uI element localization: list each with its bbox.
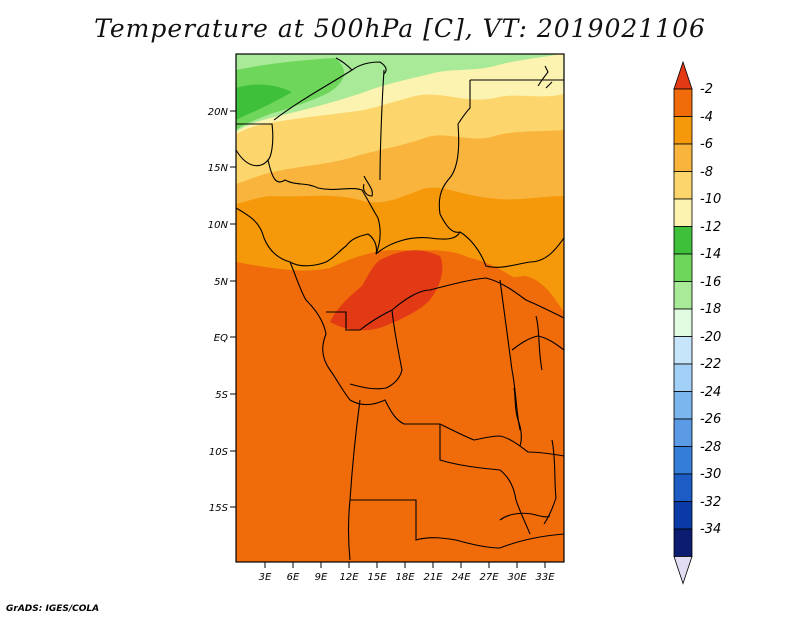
colorbar-arrow-bottom bbox=[673, 556, 693, 585]
lon-tick-label: 12E bbox=[339, 572, 359, 583]
colorbar-label: -30 bbox=[700, 467, 721, 482]
colorbar-cell bbox=[673, 226, 693, 255]
colorbar-label: -34 bbox=[700, 522, 721, 537]
lat-tick-label: 20N bbox=[208, 107, 229, 118]
band-minus4-atlantic bbox=[236, 392, 344, 562]
lat-tick-label: 10N bbox=[208, 220, 229, 231]
country-borders bbox=[236, 57, 564, 561]
colorbar-cell bbox=[673, 116, 693, 145]
lon-tick-label: 27E bbox=[479, 572, 499, 583]
colorbar-cell bbox=[673, 391, 693, 420]
colorbar-label: -28 bbox=[700, 440, 721, 455]
lon-tick-label: 18E bbox=[395, 572, 415, 583]
colorbar-cell bbox=[673, 88, 693, 117]
lon-tick-label: 3E bbox=[259, 572, 272, 583]
lat-tick-label: 5S bbox=[215, 390, 228, 401]
band-minus4-core bbox=[236, 269, 564, 382]
colorbar-labels: -2 -4 -6 -8 -10 -12 -14 -16 -18 -20 -22 … bbox=[700, 82, 721, 537]
map-frame bbox=[235, 53, 565, 563]
colorbar-cell bbox=[673, 281, 693, 310]
colorbar-cell bbox=[673, 501, 693, 530]
colorbar-cell bbox=[673, 363, 693, 392]
colorbar-label: -26 bbox=[700, 412, 721, 427]
lon-tick-label: 9E bbox=[315, 572, 328, 583]
colorbar-cell bbox=[673, 418, 693, 447]
colorbar-cell bbox=[673, 528, 693, 557]
colorbar-label: -32 bbox=[700, 495, 721, 510]
lon-tick-label: 33E bbox=[535, 572, 555, 583]
colorbar-label: -8 bbox=[700, 165, 713, 180]
colorbar bbox=[673, 60, 693, 585]
grads-credit: GrADS: IGES/COLA bbox=[6, 604, 100, 614]
lon-axis: 3E 6E 9E 12E 15E 18E 21E 24E 27E 30E 33E bbox=[259, 562, 555, 583]
colorbar-label: -12 bbox=[700, 220, 721, 235]
lat-tick-label: 10S bbox=[209, 447, 229, 458]
colorbar-cell bbox=[673, 308, 693, 337]
colorbar-cell bbox=[673, 253, 693, 282]
colorbar-cell bbox=[673, 446, 693, 475]
colorbar-label: -10 bbox=[700, 192, 721, 207]
colorbar-label: -22 bbox=[700, 357, 721, 372]
lon-tick-label: 21E bbox=[423, 572, 443, 583]
colorbar-cell bbox=[673, 171, 693, 200]
colorbar-label: -14 bbox=[700, 247, 721, 262]
colorbar-label: -20 bbox=[700, 330, 721, 345]
band-minus14 bbox=[236, 84, 292, 120]
colorbar-cell bbox=[673, 336, 693, 365]
band-minus2-congo bbox=[330, 250, 443, 331]
lon-tick-label: 24E bbox=[451, 572, 471, 583]
band-minus4-south bbox=[410, 520, 564, 562]
colorbar-label: -18 bbox=[700, 302, 721, 317]
colorbar-label: -6 bbox=[700, 137, 713, 152]
band-minus16 bbox=[236, 58, 345, 130]
colorbar-label: -4 bbox=[700, 110, 713, 125]
lat-tick-label: 15S bbox=[209, 503, 229, 514]
colorbar-label: -2 bbox=[700, 82, 713, 97]
map-title: Temperature at 500hPa [C], VT: 201902110… bbox=[94, 14, 706, 43]
lon-tick-label: 15E bbox=[367, 572, 387, 583]
colorbar-cell bbox=[673, 473, 693, 502]
colorbar-cell bbox=[673, 198, 693, 227]
lon-tick-label: 30E bbox=[507, 572, 527, 583]
colorbar-label: -16 bbox=[700, 275, 721, 290]
lat-tick-label: 5N bbox=[214, 277, 228, 288]
colorbar-cell bbox=[673, 143, 693, 172]
lat-tick-label: 15N bbox=[208, 163, 229, 174]
colorbar-label: -24 bbox=[700, 385, 721, 400]
temperature-field bbox=[236, 54, 564, 562]
lat-axis: 20N 15N 10N 5N EQ 5S 10S 15S bbox=[208, 107, 236, 514]
lat-tick-label: EQ bbox=[214, 333, 228, 344]
colorbar-arrow-top bbox=[673, 60, 693, 90]
lon-tick-label: 6E bbox=[287, 572, 300, 583]
